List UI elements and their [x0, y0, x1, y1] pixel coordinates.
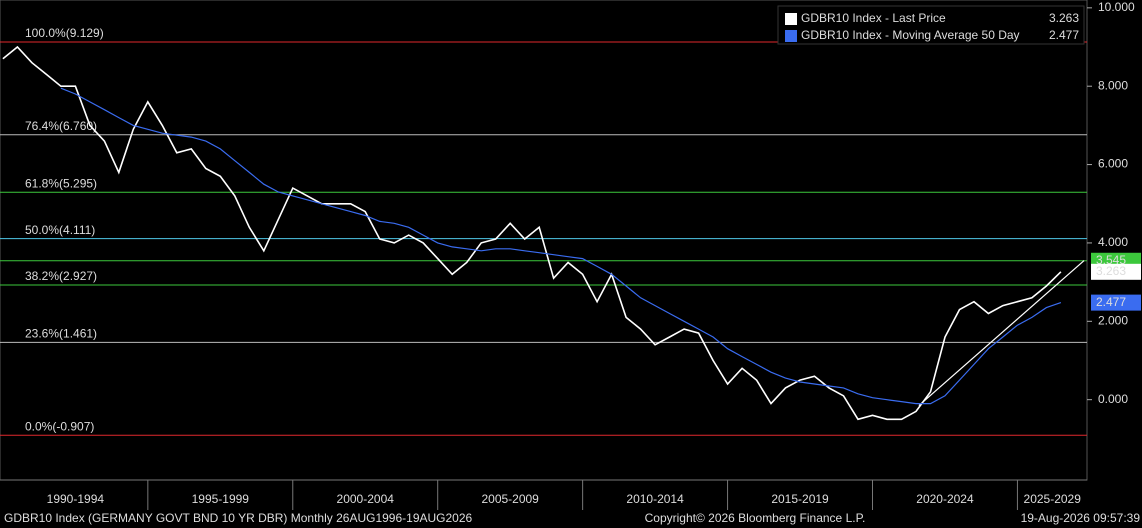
series-line	[2, 45, 1062, 421]
y-tick-label: 8.000	[1098, 78, 1128, 92]
legend-label: GDBR10 Index - Moving Average 50 Day	[801, 28, 1020, 42]
y-tick-label: 4.000	[1098, 235, 1128, 249]
legend-swatch	[785, 13, 797, 25]
y-tick-label: 0.000	[1098, 392, 1128, 406]
fib-label: 50.0%(4.111)	[25, 223, 95, 237]
x-tick-label: 2005-2009	[481, 492, 539, 506]
x-tick-label: 1990-1994	[47, 492, 105, 506]
x-tick-label: 2025-2029	[1024, 492, 1082, 506]
y-tick-label: 10.000	[1098, 0, 1135, 14]
fib-label: 76.4%(6.760)	[25, 119, 97, 133]
y-tick-label: 2.000	[1098, 313, 1128, 327]
last-value-label: 2.477	[1096, 295, 1126, 309]
series-line	[60, 87, 1062, 405]
y-tick-label: 6.000	[1098, 157, 1128, 171]
marker-label: 3.545	[1096, 253, 1126, 267]
legend-value: 3.263	[1049, 11, 1079, 25]
x-tick-label: 2000-2004	[337, 492, 395, 506]
last-value-label: 3.263	[1096, 264, 1126, 278]
footer-center: Copyright© 2026 Bloomberg Finance L.P.	[645, 511, 866, 525]
fib-label: 0.0%(-0.907)	[25, 419, 94, 433]
last-value-box	[1091, 263, 1141, 280]
footer-right: 19-Aug-2026 09:57:39	[1021, 511, 1141, 525]
legend-label: GDBR10 Index - Last Price	[801, 11, 946, 25]
legend-swatch	[785, 30, 797, 42]
legend-bg	[777, 5, 1085, 45]
fib-label: 23.6%(1.461)	[25, 327, 97, 341]
fib-label: 38.2%(2.927)	[25, 269, 97, 283]
last-value-box	[1091, 294, 1141, 311]
fib-label: 100.0%(9.129)	[25, 26, 104, 40]
footer-left: GDBR10 Index (GERMANY GOVT BND 10 YR DBR…	[4, 511, 473, 525]
x-tick-label: 2020-2024	[916, 492, 974, 506]
x-tick-label: 1995-1999	[192, 492, 250, 506]
legend-value: 2.477	[1049, 28, 1079, 42]
x-tick-label: 2010-2014	[626, 492, 684, 506]
x-tick-label: 2015-2019	[771, 492, 829, 506]
trendline	[918, 260, 1085, 407]
fib-label: 61.8%(5.295)	[25, 176, 97, 190]
